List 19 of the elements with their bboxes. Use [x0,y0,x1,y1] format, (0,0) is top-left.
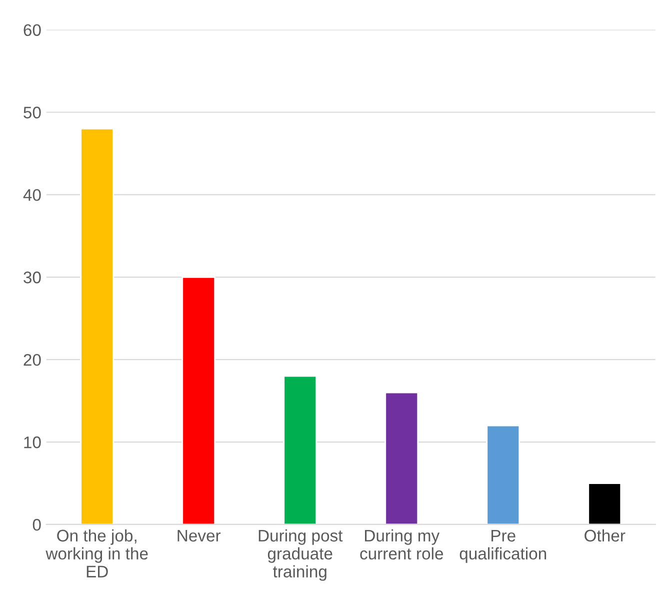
bar [384,392,419,524]
x-tick-label: Never [178,530,221,542]
x-tick-label: On the job, working in the ED [46,529,148,578]
bar [588,482,622,524]
y-tick-label: 50 [24,106,41,118]
x-tick-label: During post graduate training [258,529,343,581]
bar [182,276,216,524]
y-tick-label: 40 [23,189,41,201]
bar [486,424,520,524]
x-tick-label: Pre qualification [460,530,546,563]
y-tick-label: 60 [24,24,41,36]
x-tick-label: Other [584,529,626,542]
y-tick-label: 0 [32,518,41,531]
y-tick-label: 20 [24,354,41,366]
bar [80,128,114,524]
y-tick-label: 10 [24,436,41,448]
x-tick-label: During my current role [360,529,444,560]
bar [283,375,318,524]
y-tick-label: 30 [24,272,41,284]
